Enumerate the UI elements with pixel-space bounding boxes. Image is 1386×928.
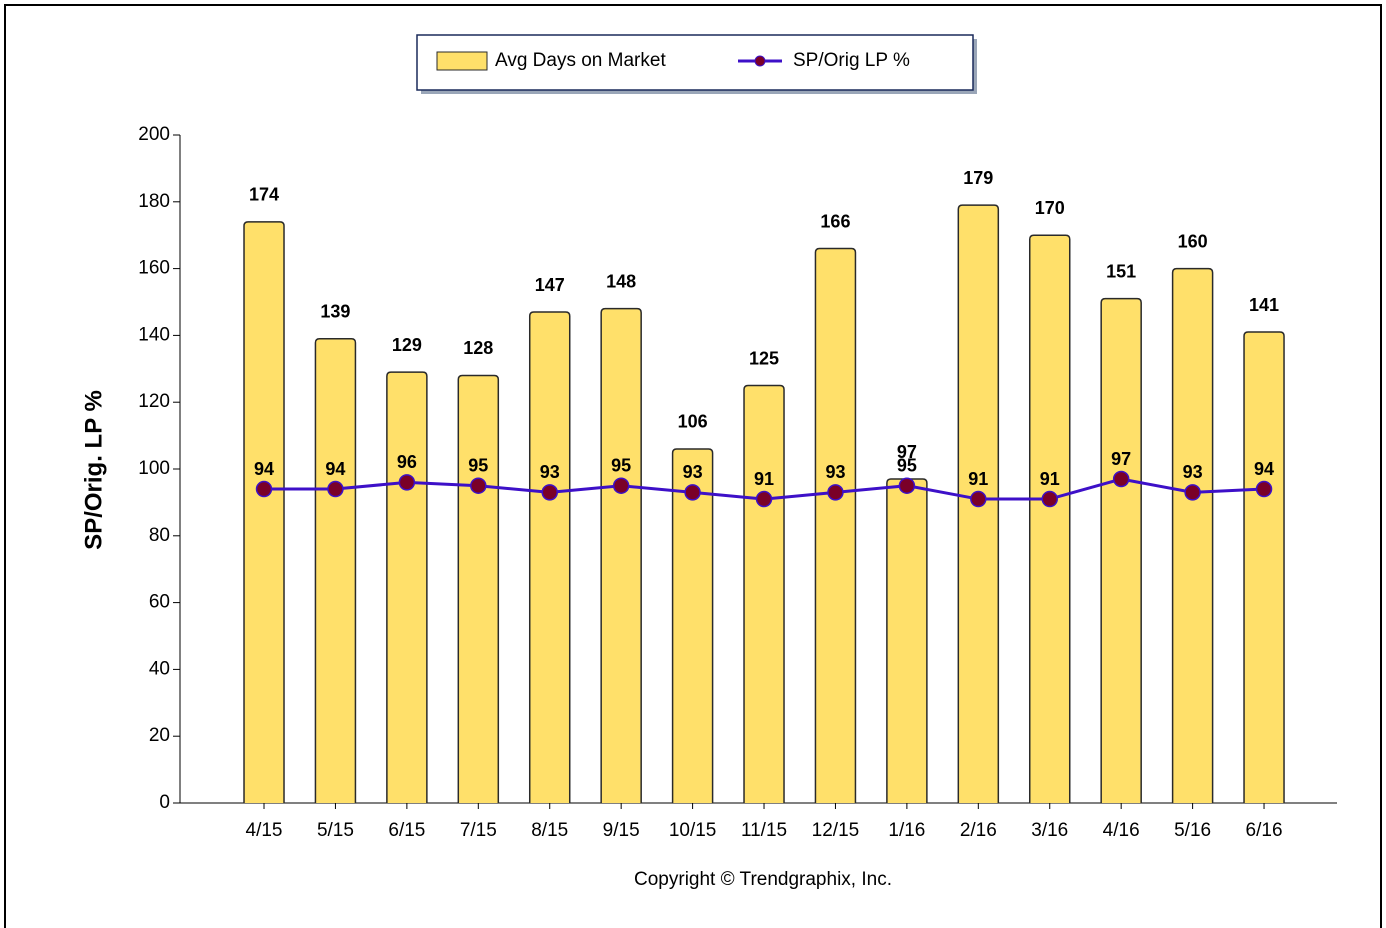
line-marker — [612, 477, 630, 494]
legend-swatch — [436, 51, 488, 71]
line-value-label: 91 — [1040, 469, 1060, 489]
legend-label: Avg Days on Market — [495, 50, 666, 71]
x-tick-label: 11/15 — [741, 820, 787, 841]
bar — [1243, 331, 1285, 803]
line-value-label: 95 — [611, 455, 631, 475]
line-value-label: 94 — [254, 459, 274, 479]
line-marker — [898, 477, 916, 494]
bar-value-label: 125 — [749, 348, 779, 368]
bar — [671, 448, 714, 803]
x-tick-label: 5/16 — [1174, 820, 1211, 841]
bar-value-label: 148 — [606, 271, 636, 291]
bar-value-label: 139 — [320, 301, 350, 321]
legend-label: SP/Orig LP % — [793, 50, 910, 71]
bar-value-label: 170 — [1035, 198, 1065, 218]
y-tick-label: 160 — [138, 258, 170, 279]
line-marker — [255, 480, 273, 498]
bar-value-label: 106 — [678, 412, 708, 432]
line-marker — [827, 484, 844, 501]
line-marker — [541, 484, 558, 501]
line-value-label: 91 — [754, 469, 774, 489]
x-tick-label: 1/16 — [888, 820, 925, 841]
x-tick-label: 9/15 — [603, 820, 640, 841]
line-value-label: 93 — [825, 462, 845, 482]
bar-value-label: 166 — [820, 211, 850, 231]
y-tick-label: 140 — [138, 324, 170, 345]
x-tick-label: 6/16 — [1246, 820, 1283, 841]
line-marker — [684, 484, 701, 501]
x-tick-label: 7/15 — [460, 820, 497, 841]
line-marker — [398, 474, 416, 491]
line-marker — [755, 490, 773, 508]
y-tick-label: 0 — [159, 792, 170, 813]
y-tick-label: 200 — [138, 124, 170, 145]
line-value-label: 95 — [468, 455, 488, 475]
line-value-label: 93 — [540, 462, 560, 482]
line-value-label: 93 — [1183, 462, 1203, 482]
line-value-label: 93 — [683, 462, 703, 482]
copyright: Copyright © Trendgraphix, Inc. — [634, 869, 892, 890]
bar-value-label: 179 — [963, 168, 993, 188]
bar — [386, 371, 428, 803]
bar — [1028, 234, 1071, 803]
bar — [457, 374, 500, 803]
bar — [1100, 297, 1142, 803]
x-tick-label: 8/15 — [531, 820, 568, 841]
bar — [243, 221, 285, 803]
bar-value-label: 129 — [392, 335, 422, 355]
line-marker — [470, 477, 487, 494]
bar — [314, 337, 357, 803]
line-marker — [1112, 470, 1130, 488]
bar — [743, 384, 785, 803]
x-tick-label: 12/15 — [812, 820, 860, 841]
y-tick-label: 120 — [138, 391, 170, 412]
y-tick-label: 20 — [149, 725, 170, 746]
line-value-label: 91 — [968, 469, 988, 489]
x-tick-label: 2/16 — [960, 820, 997, 841]
line-value-label: 94 — [325, 459, 345, 479]
bar — [814, 247, 857, 803]
line-marker — [1184, 484, 1201, 501]
x-tick-label: 4/16 — [1103, 820, 1140, 841]
x-tick-label: 5/15 — [317, 820, 354, 841]
x-tick-label: 3/16 — [1031, 820, 1068, 841]
bar-value-label: 174 — [249, 185, 279, 205]
y-tick-label: 100 — [138, 458, 170, 479]
line-marker — [970, 490, 987, 508]
bar-value-label: 151 — [1106, 261, 1136, 281]
y-axis-title: SP/Orig. LP % — [80, 390, 107, 550]
bar — [528, 311, 571, 803]
y-tick-label: 180 — [138, 191, 170, 212]
legend-box — [416, 34, 974, 91]
line-value-label: 95 — [897, 455, 917, 475]
bar-value-label: 128 — [463, 338, 493, 358]
bar-value-label: 97 — [897, 442, 917, 462]
x-tick-label: 10/15 — [669, 820, 717, 841]
bar-value-label: 141 — [1249, 295, 1279, 315]
legend-marker — [754, 55, 766, 67]
bar — [600, 307, 642, 803]
bar — [886, 478, 928, 803]
y-tick-label: 40 — [149, 658, 170, 679]
line-marker — [1255, 480, 1273, 498]
y-tick-label: 80 — [149, 525, 170, 546]
x-tick-label: 6/15 — [388, 820, 425, 841]
bar — [1171, 267, 1214, 803]
bar-value-label: 147 — [535, 275, 565, 295]
line-value-label: 97 — [1111, 449, 1131, 469]
line-marker — [327, 480, 344, 498]
line-value-label: 96 — [397, 452, 417, 472]
x-tick-label: 4/15 — [246, 820, 283, 841]
line-marker — [1041, 490, 1058, 508]
y-tick-label: 60 — [149, 592, 170, 613]
line-value-label: 94 — [1254, 459, 1274, 479]
bar-value-label: 160 — [1178, 231, 1208, 251]
